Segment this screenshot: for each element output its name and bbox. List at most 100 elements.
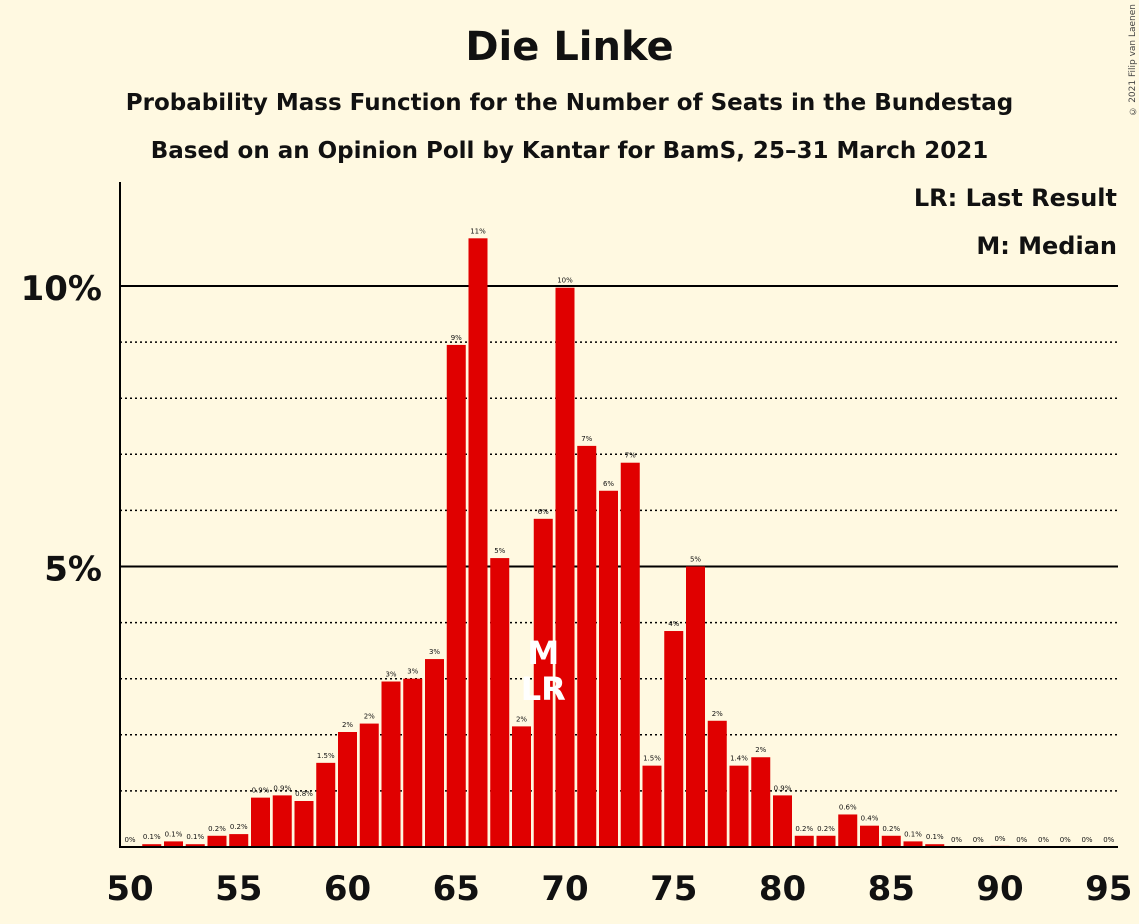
x-tick-label: 55 [215,869,262,909]
bar-value-label: 2% [364,713,375,721]
x-tick-label: 80 [759,869,806,909]
bar-seat-51 [142,844,162,847]
x-tick-label: 90 [976,869,1023,909]
bar-value-label: 0% [994,835,1005,843]
x-tick-label: 65 [433,869,480,909]
bar-value-label: 0.6% [839,803,857,811]
bar-seat-53 [185,844,205,847]
bar-value-label: 7% [625,452,636,460]
bar-seat-75 [664,631,684,847]
bar-value-label: 2% [342,721,353,729]
chart-subtitle-source: Based on an Opinion Poll by Kantar for B… [150,138,989,164]
bar-value-label: 9% [451,334,462,342]
bar-seat-85 [881,835,901,847]
y-tick-label: 10% [21,269,102,309]
bar-value-label: 5% [690,556,701,564]
bar-value-label: 0% [973,836,984,844]
bar-seat-61 [359,723,379,847]
bar-value-label: 3% [407,668,418,676]
bar-seat-64 [425,659,444,847]
bar-seat-77 [707,720,727,847]
x-tick-label: 70 [541,869,588,909]
median-marker: M [527,634,559,672]
bar-seat-68 [512,726,531,847]
bar-value-label: 0% [1081,836,1092,844]
bar-value-label: 4% [668,620,679,628]
bar-value-label: 0.9% [774,784,792,792]
bar-seat-78 [729,765,749,847]
bar-seat-65 [446,344,466,847]
bar-seat-52 [164,841,183,847]
bar-seat-86 [903,841,923,847]
bar-seat-84 [860,825,879,847]
bar-seat-63 [403,678,423,847]
bar-value-label: 2% [755,746,766,754]
bar-seat-83 [838,814,858,847]
bar-value-label: 0% [124,836,135,844]
bar-value-label: 0% [1060,836,1071,844]
bar-value-label: 0.2% [882,825,900,833]
bar-value-label: 1.5% [317,752,335,760]
bar-seat-79 [751,757,771,847]
bar-value-label: 0.9% [273,784,291,792]
bar-value-label: 2% [516,715,527,723]
bar-seat-55 [229,834,249,847]
legend-median: M: Median [976,232,1117,260]
last-result-marker: LR [521,670,566,708]
x-tick-label: 75 [650,869,697,909]
y-tick-label: 5% [44,550,102,590]
bar-value-label: 11% [470,227,486,235]
bar-value-label: 2% [712,710,723,718]
bar-value-label: 0% [951,836,962,844]
bar-seat-59 [316,762,336,847]
bar-seat-71 [577,445,597,847]
bar-value-label: 0.1% [926,833,944,841]
bar-seat-70 [555,287,575,848]
bar-seat-62 [381,681,401,847]
bar-seat-66 [468,238,488,847]
x-tick-label: 95 [1085,869,1132,909]
bar-seat-57 [272,795,292,847]
bar-value-label: 0.1% [165,830,183,838]
bar-seat-82 [816,835,836,847]
bar-seat-60 [338,731,357,847]
bar-value-label: 0.2% [795,825,813,833]
bar-seat-74 [642,765,662,847]
bar-value-label: 0% [1016,836,1027,844]
bar-value-label: 3% [385,671,396,679]
bar-value-label: 0.2% [208,825,226,833]
bar-value-label: 7% [581,435,592,443]
bar-value-label: 0.9% [252,787,270,795]
bar-seat-54 [207,835,227,847]
chart-subtitle: Probability Mass Function for the Number… [125,90,1014,116]
bar-value-label: 0.1% [904,830,922,838]
bar-seat-72 [599,490,618,847]
bar-value-label: 0.4% [861,815,879,823]
x-tick-label: 85 [868,869,915,909]
bar-seat-87 [925,844,945,847]
x-tick-label: 60 [324,869,371,909]
bar-value-label: 6% [538,508,549,516]
bar-value-label: 0.2% [817,825,835,833]
bar-value-label: 0.1% [143,833,161,841]
bar-value-label: 0.8% [295,790,313,798]
bar-value-label: 3% [429,648,440,656]
bar-value-label: 10% [557,277,573,285]
bar-value-label: 0.1% [186,833,204,841]
legend-last-result: LR: Last Result [913,184,1117,212]
bar-seat-67 [490,558,510,847]
bar-value-label: 6% [603,480,614,488]
bar-seat-76 [686,566,705,847]
bar-seat-80 [773,795,792,847]
bar-seat-73 [620,462,640,847]
bar-seat-81 [794,835,814,847]
bar-value-label: 0.2% [230,823,248,831]
bar-value-label: 5% [494,547,505,555]
bar-seat-56 [251,797,270,847]
bar-value-label: 1.4% [730,755,748,763]
bar-value-label: 0% [1038,836,1049,844]
bar-value-label: 0% [1103,836,1114,844]
bar-seat-58 [294,800,314,847]
x-tick-label: 50 [106,869,153,909]
